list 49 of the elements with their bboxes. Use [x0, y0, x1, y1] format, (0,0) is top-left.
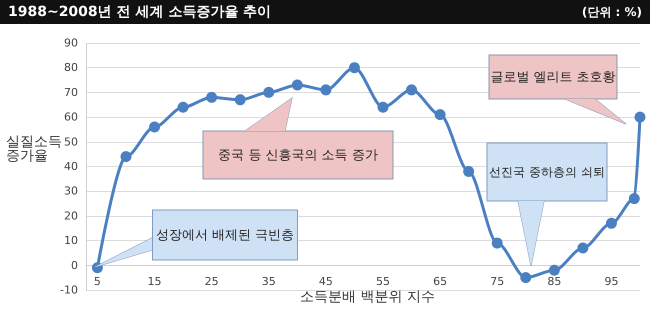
- x-axis-title: 소득분배 백분위 지수: [300, 289, 435, 305]
- point: [628, 193, 640, 204]
- point: [406, 84, 418, 96]
- x-tick-label: 5: [94, 275, 101, 288]
- point: [149, 121, 160, 132]
- x-tick-label: 15: [148, 275, 162, 288]
- point: [206, 92, 218, 103]
- x-tick-label: 85: [547, 275, 562, 288]
- point: [120, 151, 132, 162]
- chart-title: 1988~2008년 전 세계 소득증가율 추이: [8, 4, 272, 20]
- y-tick-label: -10: [60, 284, 78, 296]
- y-tick-label: 90: [64, 36, 78, 50]
- point: [378, 102, 388, 113]
- point: [263, 86, 274, 98]
- point: [577, 242, 588, 254]
- point: [634, 112, 646, 123]
- y-tick-label: 60: [64, 110, 78, 124]
- point: [463, 166, 474, 177]
- y-tick-label: 50: [64, 135, 78, 148]
- point: [234, 94, 246, 106]
- y-tick-label: 30: [64, 184, 78, 198]
- point: [548, 264, 560, 276]
- y-tick-label: 20: [64, 209, 78, 222]
- point: [320, 84, 332, 96]
- annotation: 선진국 중하층의 쇠퇴: [489, 164, 605, 180]
- point: [434, 109, 446, 120]
- y-tick-label: 80: [64, 61, 78, 74]
- x-tick-label: 45: [318, 275, 333, 288]
- x-tick-label: 55: [376, 275, 390, 288]
- chart-subtitle: (단위 : %): [582, 5, 642, 19]
- point: [178, 102, 189, 113]
- point: [348, 62, 360, 74]
- y-axis-title: 실질소득 증가율: [6, 134, 62, 164]
- point: [520, 272, 532, 284]
- annotation: 성장에서 배제된 극빈층: [156, 227, 294, 244]
- annotation: 중국 등 신흥국의 소득 증가: [218, 147, 378, 164]
- point: [492, 238, 503, 249]
- point: [292, 79, 303, 90]
- x-tick-label: 25: [204, 275, 219, 288]
- point: [606, 218, 617, 229]
- x-tick-label: 75: [490, 275, 504, 288]
- y-tick-label: 70: [64, 86, 78, 99]
- x-tick-label: 65: [433, 275, 448, 288]
- y-tick-label: 40: [64, 160, 78, 173]
- x-tick-label: 35: [262, 275, 276, 288]
- annotation: 글로벌 엘리트 초호황: [490, 69, 616, 86]
- x-tick-label: 95: [604, 275, 618, 288]
- y-tick-label: 0: [71, 258, 78, 272]
- y-tick-label: 10: [64, 234, 78, 248]
